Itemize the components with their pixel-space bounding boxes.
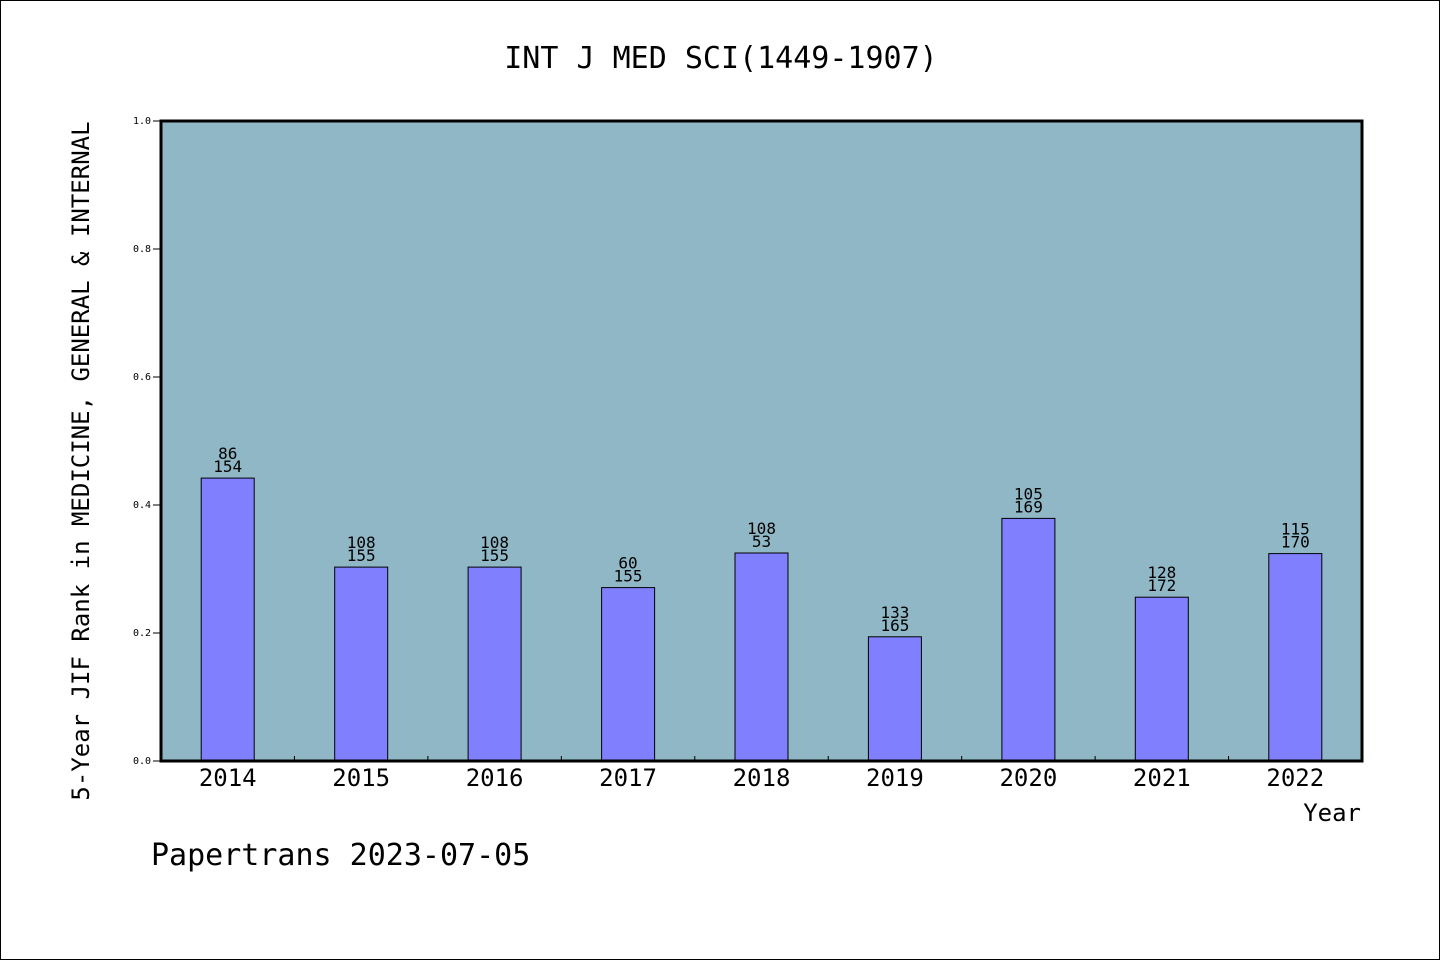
y-axis-ticks: 0.0 0.2 0.4 0.6 0.8 1.0 xyxy=(133,116,161,767)
x-tick-label-2016: 2016 xyxy=(466,764,524,792)
bar-2014 xyxy=(200,477,255,762)
bar-2022 xyxy=(1268,553,1323,762)
data-label-rank-2015: 108 xyxy=(347,533,376,552)
data-label-total-2016: 155 xyxy=(480,546,509,565)
bar-2017 xyxy=(601,587,656,762)
data-label-rank-2019: 133 xyxy=(880,603,909,622)
plot-border xyxy=(159,119,1364,763)
bar-2015 xyxy=(334,566,389,762)
x-tick-label-2018: 2018 xyxy=(733,764,791,792)
bar-2018 xyxy=(734,552,789,762)
data-label-total-2020: 169 xyxy=(1014,497,1043,516)
data-label-rank-2016: 108 xyxy=(480,533,509,552)
data-label-rank-2022: 115 xyxy=(1281,520,1310,539)
y-axis-label: 5-Year JIF Rank in MEDICINE, GENERAL & I… xyxy=(67,121,95,800)
bar-2016 xyxy=(467,566,522,762)
x-axis-label: Year xyxy=(1303,799,1361,827)
y-tick-label-0.2: 0.2 xyxy=(133,628,151,639)
data-label-rank-2020: 105 xyxy=(1014,484,1043,503)
data-label-rank-2021: 128 xyxy=(1147,563,1176,582)
bar-2019 xyxy=(867,636,922,762)
footer-text: Papertrans 2023-07-05 xyxy=(151,838,530,873)
bar-2021 xyxy=(1134,596,1189,762)
data-label-rank-2017: 60 xyxy=(618,554,637,573)
data-label-total-2018: 53 xyxy=(752,532,771,551)
data-label-rank-2014: 86 xyxy=(218,444,237,463)
data-label-total-2017: 155 xyxy=(614,567,643,586)
data-label-total-2021: 172 xyxy=(1147,576,1176,595)
bar-2020 xyxy=(1001,517,1056,762)
x-tick-label-2022: 2022 xyxy=(1266,764,1324,792)
x-tick-label-2015: 2015 xyxy=(332,764,390,792)
y-tick-label-1.0: 1.0 xyxy=(133,116,151,127)
y-tick-label-0.4: 0.4 xyxy=(133,500,151,511)
data-label-total-2015: 155 xyxy=(347,546,376,565)
x-tick-label-2014: 2014 xyxy=(199,764,257,792)
data-label-total-2022: 170 xyxy=(1281,533,1310,552)
x-tick-label-2021: 2021 xyxy=(1133,764,1191,792)
data-label-total-2014: 154 xyxy=(213,457,242,476)
data-label-rank-2018: 108 xyxy=(747,519,776,538)
x-tick-label-2019: 2019 xyxy=(866,764,924,792)
x-axis-ticks: 2014 2015 2016 2017 2018 2019 2020 2021 2022 xyxy=(199,756,1324,792)
x-tick-label-2020: 2020 xyxy=(999,764,1057,792)
chart-title: INT J MED SCI(1449-1907) xyxy=(504,41,937,76)
y-tick-label-0.0: 0.0 xyxy=(133,756,151,767)
y-tick-label-0.8: 0.8 xyxy=(133,244,151,255)
x-tick-label-2017: 2017 xyxy=(599,764,657,792)
bars-group xyxy=(200,477,1323,762)
y-tick-label-0.6: 0.6 xyxy=(133,372,151,383)
data-label-total-2019: 165 xyxy=(880,616,909,635)
